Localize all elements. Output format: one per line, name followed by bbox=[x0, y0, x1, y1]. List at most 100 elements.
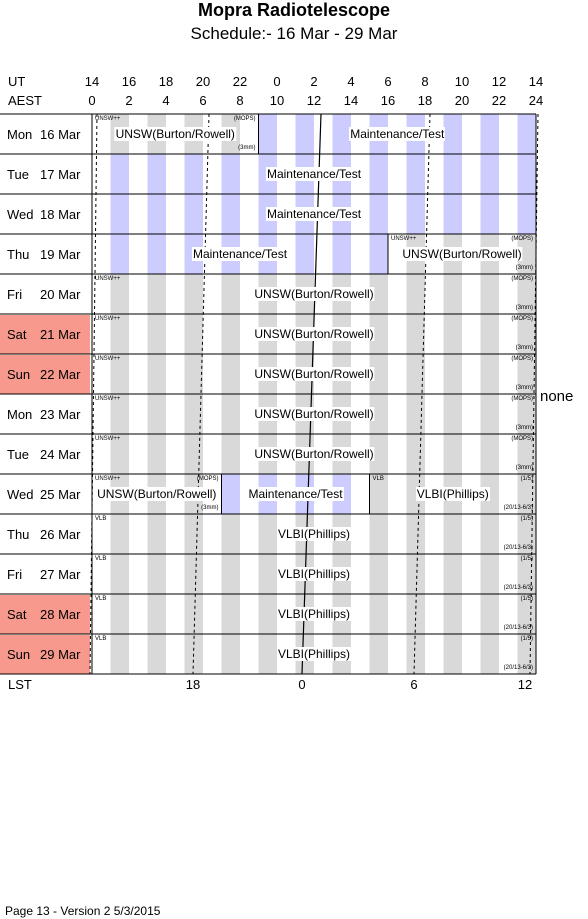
hour-stripe bbox=[406, 314, 425, 354]
hour-stripe bbox=[110, 194, 129, 234]
ut-hour-label: 12 bbox=[491, 74, 507, 89]
ut-hour-label: 4 bbox=[347, 74, 355, 89]
hour-stripe bbox=[480, 154, 499, 194]
session-label: VLBI(Phillips) bbox=[276, 527, 352, 541]
day-label: Sat 28 Mar bbox=[0, 595, 90, 634]
hour-stripe bbox=[332, 234, 351, 274]
hour-stripe bbox=[480, 354, 499, 394]
hour-stripe bbox=[406, 154, 425, 194]
hour-stripe bbox=[480, 634, 499, 674]
session-receiver: (MOPS) bbox=[511, 316, 533, 322]
session-receiver: (MOPS) bbox=[511, 396, 533, 402]
session-label: VLBI(Phillips) bbox=[276, 607, 352, 621]
hour-stripe bbox=[480, 114, 499, 154]
hour-stripe bbox=[110, 434, 129, 474]
day-label: Wed 25 Mar bbox=[0, 475, 90, 514]
ut-hour-label: 2 bbox=[310, 74, 318, 89]
session-band: (20/13-6/3) bbox=[503, 625, 533, 631]
aest-hour-label: 22 bbox=[491, 93, 507, 108]
ut-axis-label: UT bbox=[8, 74, 26, 89]
session-label: Maintenance/Test bbox=[247, 487, 344, 501]
session-receiver: (1/5) bbox=[520, 516, 533, 522]
ut-hour-label: 6 bbox=[384, 74, 392, 89]
day-date: 16 Mar bbox=[40, 127, 81, 142]
ut-hour-label: 22 bbox=[232, 74, 248, 89]
session-band: (3mm) bbox=[515, 465, 533, 471]
hour-stripe bbox=[517, 314, 536, 354]
lst-tick-label: 12 bbox=[517, 677, 533, 692]
session-band: (20/13-6/3) bbox=[503, 585, 533, 591]
hour-stripe bbox=[443, 434, 462, 474]
session-code: UNSW++ bbox=[95, 316, 121, 322]
session-label: VLBI(Phillips) bbox=[415, 487, 490, 501]
day-name: Sun bbox=[7, 647, 31, 662]
ut-hour-label: 16 bbox=[121, 74, 137, 89]
session-code: VLB bbox=[95, 516, 107, 522]
hour-stripe bbox=[369, 514, 388, 554]
hour-stripe bbox=[147, 594, 166, 634]
day-name: Thu bbox=[7, 247, 30, 262]
hour-stripe bbox=[110, 394, 129, 434]
day-label: Wed 18 Mar bbox=[0, 195, 90, 234]
hour-stripe bbox=[110, 154, 129, 194]
day-date: 26 Mar bbox=[40, 527, 81, 542]
hour-stripe bbox=[517, 634, 536, 674]
hour-stripe bbox=[517, 394, 536, 434]
hour-stripe bbox=[369, 594, 388, 634]
session-label: VLBI(Phillips) bbox=[276, 647, 352, 661]
day-date: 20 Mar bbox=[40, 287, 81, 302]
aest-hour-label: 8 bbox=[236, 93, 244, 108]
session-code: UNSW++ bbox=[95, 276, 121, 282]
hour-stripe bbox=[184, 194, 203, 234]
hour-stripe bbox=[406, 554, 425, 594]
session-band: (20/13-6/3) bbox=[503, 665, 533, 671]
hour-stripe bbox=[406, 394, 425, 434]
aest-hour-label: 20 bbox=[454, 93, 470, 108]
hour-stripe bbox=[147, 234, 166, 274]
hour-stripe bbox=[147, 354, 166, 394]
lst-tick-label: 18 bbox=[185, 677, 201, 692]
hour-stripe bbox=[369, 634, 388, 674]
hour-stripe bbox=[110, 314, 129, 354]
session-label: UNSW(Burton/Rowell) bbox=[114, 127, 236, 141]
hour-stripe bbox=[480, 594, 499, 634]
hour-stripe bbox=[184, 314, 203, 354]
session-band: (3mm) bbox=[515, 265, 533, 271]
aest-hour-label: 16 bbox=[380, 93, 396, 108]
lst-tick-label: 6 bbox=[410, 677, 418, 692]
hour-stripe bbox=[110, 354, 129, 394]
hour-stripe bbox=[443, 274, 462, 314]
hour-stripe bbox=[147, 154, 166, 194]
hour-stripe bbox=[443, 114, 462, 154]
session-code: UNSW++ bbox=[95, 116, 121, 122]
session-receiver: (MOPS) bbox=[196, 476, 219, 482]
hour-stripe bbox=[184, 434, 203, 474]
hour-stripe bbox=[221, 154, 240, 194]
day-name: Wed bbox=[7, 487, 34, 502]
hour-stripe bbox=[369, 554, 388, 594]
hour-stripe bbox=[443, 594, 462, 634]
session-code: UNSW++ bbox=[95, 356, 121, 362]
ut-hour-label: 14 bbox=[84, 74, 100, 89]
hour-stripe bbox=[184, 154, 203, 194]
hour-stripe bbox=[443, 394, 462, 434]
hour-stripe bbox=[443, 354, 462, 394]
aest-hour-label: 24 bbox=[528, 93, 544, 108]
hour-stripe bbox=[221, 274, 240, 314]
hour-stripe bbox=[184, 514, 203, 554]
hour-stripe bbox=[369, 474, 388, 514]
hour-stripe bbox=[517, 234, 536, 274]
session-code: UNSW++ bbox=[95, 476, 121, 482]
day-label: Sat 21 Mar bbox=[0, 315, 90, 354]
session-receiver: (1/5) bbox=[520, 636, 533, 642]
hour-stripe bbox=[480, 514, 499, 554]
hour-stripe bbox=[517, 274, 536, 314]
session-code: VLB bbox=[372, 476, 384, 482]
hour-stripe bbox=[221, 474, 240, 514]
hour-stripe bbox=[369, 154, 388, 194]
ut-hour-label: 10 bbox=[454, 74, 470, 89]
aest-hour-label: 0 bbox=[88, 93, 96, 108]
session-label: Maintenance/Test bbox=[265, 167, 363, 181]
hour-stripe bbox=[406, 514, 425, 554]
session-label: VLBI(Phillips) bbox=[276, 567, 352, 581]
